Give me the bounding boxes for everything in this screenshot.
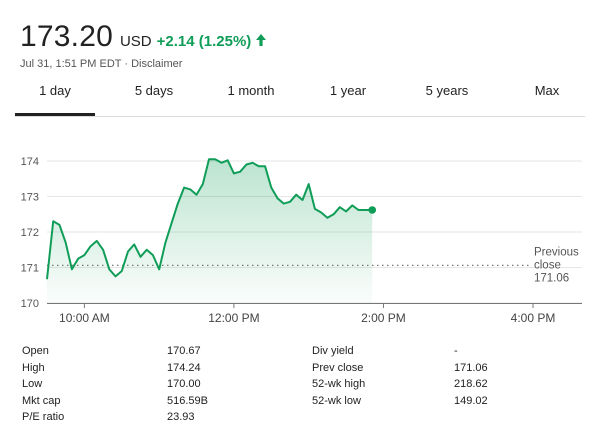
stats-row: Open 170.67 Div yield - <box>22 343 534 360</box>
tab-1-year[interactable]: 1 year <box>329 83 367 98</box>
stat-value: 516.59B <box>167 394 208 407</box>
stat-value: 170.00 <box>167 378 201 391</box>
stat-value: - <box>454 345 458 358</box>
current-price: 173.20 <box>20 20 113 53</box>
stat-value: 149.02 <box>454 394 488 407</box>
tab-5-days[interactable]: 5 days <box>134 83 174 98</box>
stat-label: Open <box>22 345 49 358</box>
price-change: +2.14 (1.25%) <box>156 33 252 50</box>
stat-value: 218.62 <box>454 378 488 391</box>
stat-value: 23.93 <box>167 411 195 424</box>
quote-timestamp: Jul 31, 1:51 PM EDT <box>20 58 122 70</box>
tab-max[interactable]: Max <box>534 83 560 98</box>
previous-close-text: close <box>534 259 561 271</box>
previous-close-text: 171.06 <box>534 272 569 284</box>
stat-label: Prev close <box>312 361 364 374</box>
currency-label: USD <box>119 33 152 50</box>
y-tick-label: 172 <box>21 227 39 239</box>
y-tick-label: 170 <box>21 298 39 310</box>
quote-header: 173.20 USD +2.14 (1.25%) Jul 31, 1:51 PM… <box>20 20 268 70</box>
stat-label: Mkt cap <box>22 394 61 407</box>
stat-label: Div yield <box>312 345 354 358</box>
current-price-dot <box>368 206 377 214</box>
y-axis-ticks: 174 173 172 171 170 <box>21 156 39 310</box>
stat-value <box>454 409 534 426</box>
stat-label: 52-wk high <box>312 378 366 391</box>
stats-row: Low 170.00 52-wk high 218.62 <box>22 376 534 393</box>
y-tick-label: 173 <box>21 192 39 204</box>
x-tick-label: 2:00 PM <box>361 311 406 325</box>
stat-label: High <box>22 361 45 374</box>
stats-row: P/E ratio 23.93 <box>22 409 534 426</box>
stat-label: P/E ratio <box>22 411 65 424</box>
stat-value: 170.67 <box>167 345 201 358</box>
stat-value: 174.24 <box>167 361 201 374</box>
x-tick-label: 12:00 PM <box>208 311 259 325</box>
separator-dot: · <box>124 58 129 70</box>
price-chart[interactable]: 174 173 172 171 170 10:00 AM 12:00 PM 2:00 PM 4… <box>0 130 600 330</box>
stat-label <box>312 409 454 426</box>
previous-close-text: Previous <box>534 246 579 258</box>
stat-label: Low <box>22 378 43 391</box>
x-tick-label: 4:00 PM <box>511 311 556 325</box>
tab-1-month[interactable]: 1 month <box>227 83 275 98</box>
stat-label: 52-wk low <box>312 394 361 407</box>
stats-row: Mkt cap 516.59B 52-wk low 149.02 <box>22 393 534 410</box>
stats-row: High 174.24 Prev close 171.06 <box>22 360 534 377</box>
y-tick-label: 171 <box>21 263 39 275</box>
tab-5-years[interactable]: 5 years <box>425 83 469 98</box>
y-tick-label: 174 <box>21 156 39 168</box>
arrow-up-icon <box>256 34 267 46</box>
disclaimer-link[interactable]: Disclaimer <box>131 58 183 70</box>
x-axis-ticks: 10:00 AM 12:00 PM 2:00 PM 4:00 PM <box>59 303 555 325</box>
tab-1-day[interactable]: 1 day <box>15 76 95 116</box>
quote-subtitle: Jul 31, 1:51 PM EDT · Disclaimer <box>20 58 268 70</box>
stats-table: Open 170.67 Div yield - High 174.24 Prev close… <box>22 343 534 426</box>
time-range-tabs: 1 day 5 days 1 month 1 year 5 years Max <box>15 76 585 117</box>
price-area-fill <box>47 159 373 303</box>
stat-value: 171.06 <box>454 361 488 374</box>
x-tick-label: 10:00 AM <box>59 311 110 325</box>
price-line <box>46 158 373 280</box>
price-row: 173.20 USD +2.14 (1.25%) <box>20 20 268 54</box>
